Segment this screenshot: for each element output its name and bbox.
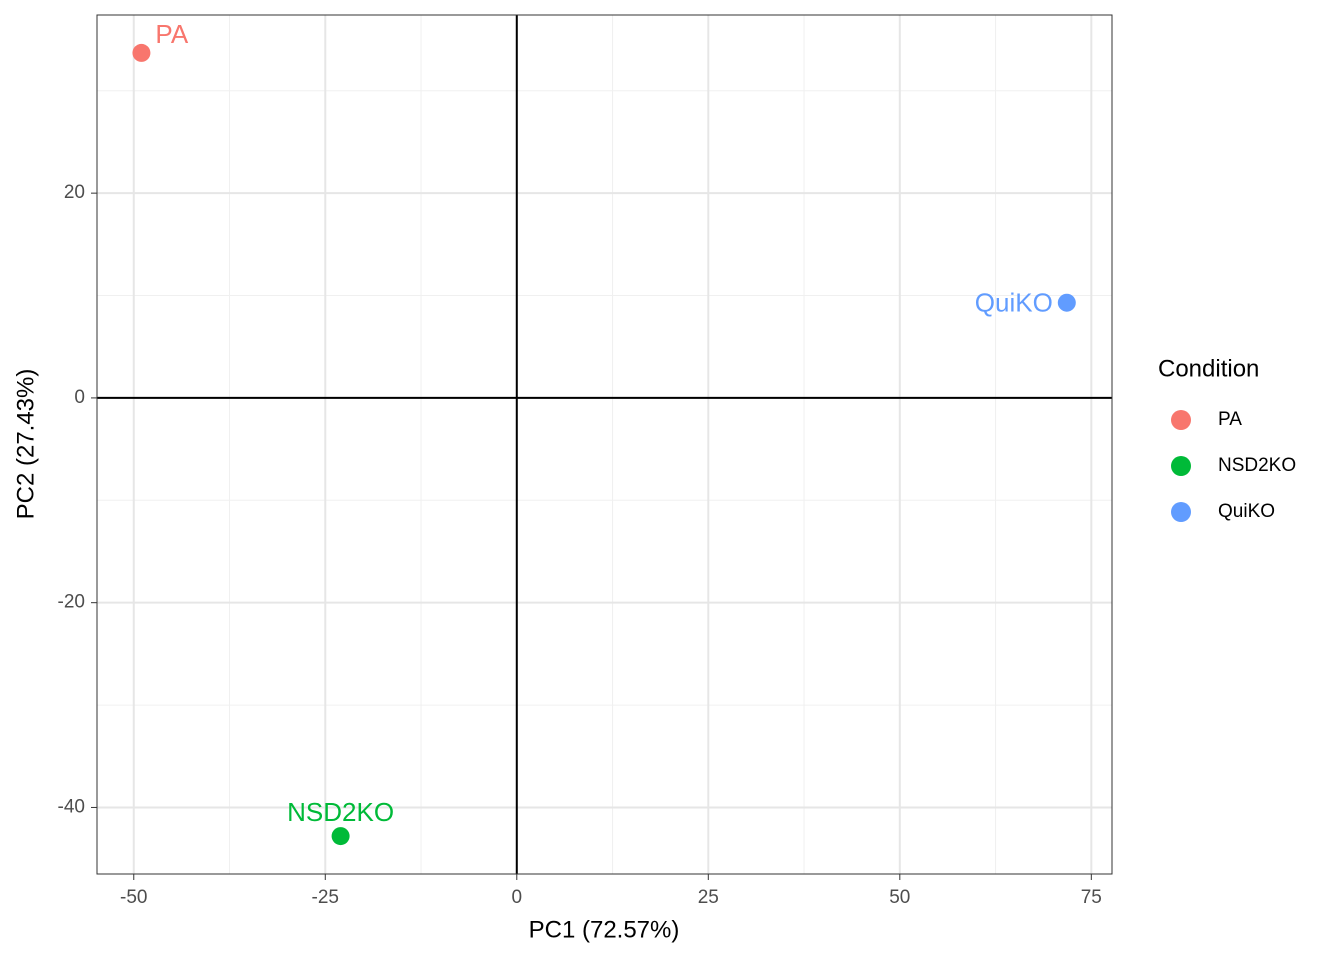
y-tick-label: -20 xyxy=(58,592,85,613)
y-tick-label: 0 xyxy=(74,387,85,408)
point-label: QuiKO xyxy=(975,288,1053,318)
y-tick-label: 20 xyxy=(64,182,85,203)
legend-marker xyxy=(1171,502,1191,522)
x-tick-label: 75 xyxy=(1081,887,1102,908)
point xyxy=(331,827,350,846)
point xyxy=(132,43,151,62)
plot-border xyxy=(96,14,1113,875)
legend-label: NSD2KO xyxy=(1218,455,1296,476)
legend-label: PA xyxy=(1218,409,1242,430)
x-tick-label: -50 xyxy=(120,887,147,908)
x-tick-label: 25 xyxy=(698,887,719,908)
point xyxy=(1057,293,1076,312)
x-tick-label: 0 xyxy=(511,887,522,908)
x-tick-label: -25 xyxy=(312,887,339,908)
point-label: NSD2KO xyxy=(287,797,394,827)
x-axis-title: PC1 (72.57%) xyxy=(529,916,680,943)
legend-marker xyxy=(1171,456,1191,476)
legend-label: QuiKO xyxy=(1218,501,1275,522)
legend-marker xyxy=(1171,410,1191,430)
y-tick-label: -40 xyxy=(58,796,85,817)
y-axis-title: PC2 (27.43%) xyxy=(12,369,39,520)
x-tick-label: 50 xyxy=(889,887,910,908)
legend-title: Condition xyxy=(1158,355,1259,382)
point-label: PA xyxy=(155,19,188,49)
